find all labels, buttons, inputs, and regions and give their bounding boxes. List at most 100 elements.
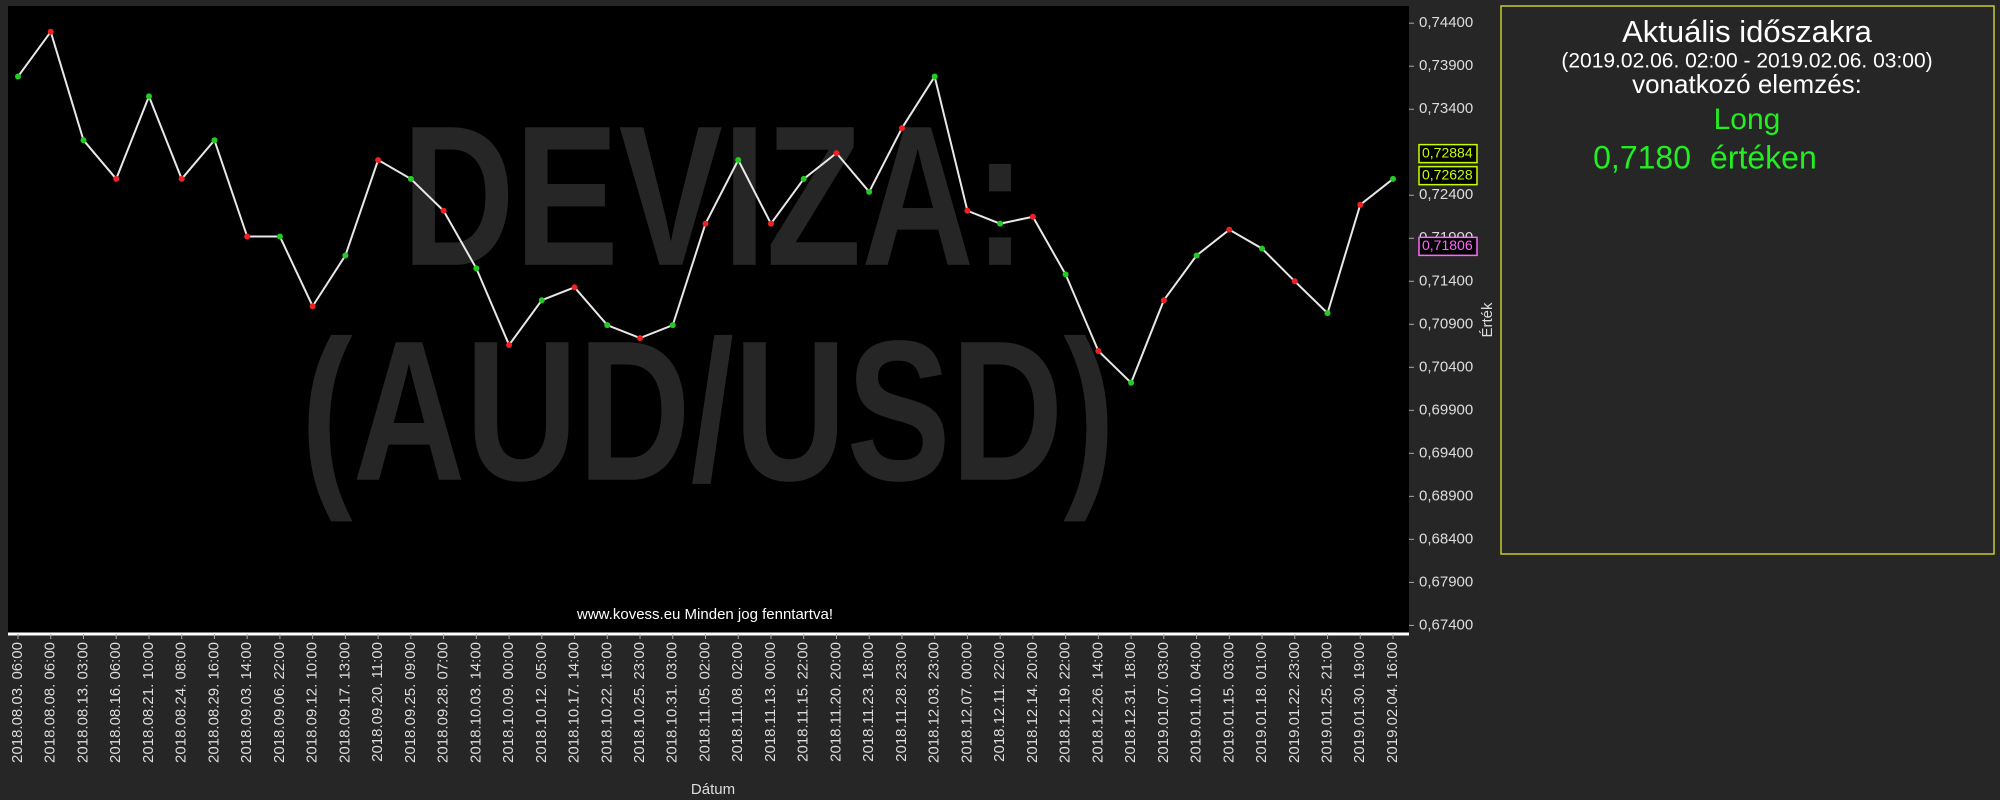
x-tick-label: 2018.12.19. 22:00 [1057,642,1074,763]
price-point [1390,175,1396,182]
price-point [342,252,349,259]
x-tick-label: 2018.08.24. 08:00 [173,642,190,763]
price-point [898,125,905,132]
x-tick-label: 2018.12.14. 20:00 [1024,642,1041,763]
price-point [997,220,1004,227]
price-point [1062,271,1069,278]
x-tick-label: 2018.12.26. 14:00 [1089,642,1106,763]
price-point [375,156,382,163]
price-point [309,303,316,310]
watermark-line: (AUD/USD) [301,300,1116,523]
x-tick-label: 2018.10.09. 00:00 [500,642,517,763]
price-point [1259,245,1266,252]
price-point [702,220,709,227]
price-point [538,297,545,304]
x-tick-label: 2018.09.20. 11:00 [369,642,386,762]
x-tick-label: 2018.12.31. 18:00 [1122,642,1139,763]
panel-title: Aktuális időszakra [1622,14,1873,49]
price-point [47,28,54,35]
x-tick-label: 2019.01.15. 03:00 [1220,642,1237,763]
y-axis-label: Érték [1479,302,1496,338]
x-tick-label: 2018.09.28. 07:00 [435,642,452,763]
price-point [473,265,480,272]
price-tag-label: 0,72628 [1422,166,1473,182]
price-point [1160,297,1167,304]
x-tick-label: 2018.08.03. 06:00 [9,642,26,763]
price-tag [1418,236,1478,257]
panel-signal: Long [1714,103,1781,136]
x-tick-label: 2018.11.08. 02:00 [729,642,746,762]
price-point [1128,379,1135,386]
price-tag-label: 0,71806 [1422,237,1473,253]
price-point [178,175,185,182]
x-axis-label: Dátum [691,781,735,798]
y-tick-label: 0,68900 [1419,487,1473,504]
x-tick-label: 2018.10.31. 03:00 [664,642,681,763]
price-point [15,73,21,80]
price-point [211,137,218,144]
price-point [80,137,87,144]
x-tick-label: 2019.01.22. 23:00 [1286,642,1303,763]
price-point [1226,226,1233,233]
price-point [145,93,152,100]
price-point [113,175,120,182]
x-tick-label: 2018.10.17. 14:00 [566,642,583,763]
watermark: DEVIZA: (AUD/USD) [301,85,1116,523]
x-tick-label: 2019.01.25. 21:00 [1318,642,1335,763]
x-tick-label: 2019.01.18. 01:00 [1253,642,1270,763]
price-point [276,233,283,240]
price-point [866,188,873,195]
y-tick-label: 0,71400 [1419,272,1473,289]
x-tick-label: 2018.10.22. 16:00 [598,642,615,763]
panel-subtitle: vonatkozó elemzés: [1632,69,1862,99]
price-point [1357,201,1364,208]
x-tick-label: 2018.11.28. 23:00 [893,642,910,762]
x-tick-label: 2018.10.03. 14:00 [467,642,484,763]
price-point [1291,278,1298,285]
price-tag-label: 0,72884 [1422,144,1473,160]
panel-price: 0,7180 [1593,139,1691,175]
x-tick-label: 2018.12.11. 22:00 [991,642,1008,762]
x-tick-label: 2018.11.05. 02:00 [696,642,713,762]
price-point [637,335,644,342]
price-tag [1418,143,1478,164]
price-point [440,207,447,214]
y-tick-label: 0,72400 [1419,186,1473,203]
y-tick-label: 0,69400 [1419,444,1473,461]
y-tick-label: 0,70400 [1419,358,1473,375]
x-tick-label: 2019.01.10. 04:00 [1188,642,1205,763]
panel-period: (2019.02.06. 02:00 - 2019.02.06. 03:00) [1561,50,1932,73]
x-tick-label: 2018.08.13. 03:00 [74,642,91,763]
x-tick-label: 2018.11.15. 22:00 [795,642,812,762]
price-point [735,156,742,163]
x-tick-label: 2018.08.16. 06:00 [107,642,124,763]
y-tick-label: 0,69900 [1419,401,1473,418]
price-point [604,322,611,329]
y-tick-label: 0,67400 [1419,616,1473,633]
y-tick-label: 0,73900 [1419,57,1473,74]
price-point [571,284,578,291]
x-tick-label: 2018.09.17. 13:00 [336,642,353,763]
panel-suffix: értéken [1710,139,1817,175]
price-point [1029,213,1036,220]
x-tick-label: 2018.08.08. 06:00 [42,642,59,763]
x-tick-label: 2018.11.23. 18:00 [860,642,877,762]
price-point [964,207,971,214]
x-tick-label: 2018.10.12. 05:00 [533,642,550,763]
x-tick-label: 2018.09.25. 09:00 [402,642,419,763]
price-point [669,322,676,329]
x-tick-label: 2019.02.04. 16:00 [1384,642,1401,763]
y-tick-label: 0,67900 [1419,573,1473,590]
price-point [931,73,938,80]
y-tick-label: 0,74400 [1419,14,1473,31]
price-point [407,175,414,182]
x-tick-label: 2018.11.20. 20:00 [827,642,844,762]
y-tick-label: 0,68400 [1419,530,1473,547]
price-point [1324,310,1331,317]
price-point [833,150,840,157]
x-tick-label: 2018.09.06. 22:00 [271,642,288,763]
x-tick-label: 2018.09.03. 14:00 [238,642,255,763]
x-tick-label: 2018.09.12. 10:00 [304,642,321,763]
x-tick-label: 2018.08.29. 16:00 [205,642,222,763]
